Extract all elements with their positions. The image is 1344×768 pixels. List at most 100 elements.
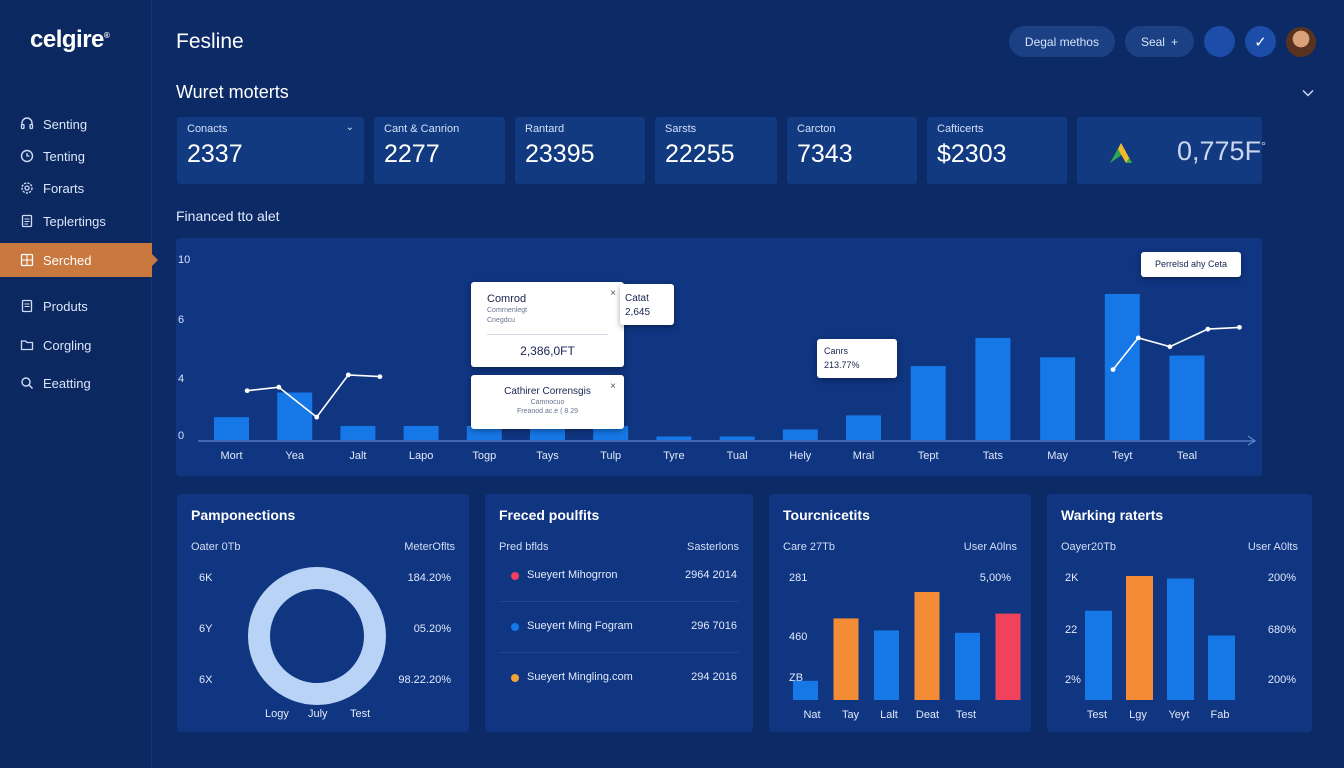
x-tick-label: Tual	[727, 450, 748, 462]
document-icon	[19, 298, 35, 314]
x-tick-label: Nat	[803, 709, 820, 721]
x-tick-label: Tulp	[600, 450, 621, 462]
row-right: 680%	[1267, 624, 1296, 636]
sidebar-item-label: Senting	[43, 116, 88, 132]
tooltip-catat[interactable]: Catat 2,645	[620, 284, 674, 325]
sidebar-item-tenting[interactable]: Tenting	[0, 143, 152, 169]
header-actions: Degal methos Seal + ✓	[1008, 26, 1316, 57]
kpi-card-carcton[interactable]: Carcton 7343	[787, 117, 917, 184]
x-tick-label: Tyre	[663, 450, 684, 462]
bar	[793, 680, 818, 700]
tooltip-canrs[interactable]: Canrs 213.77%	[817, 339, 897, 378]
sidebar-item-senting[interactable]: Senting	[0, 111, 152, 137]
tooltip-value: 2,386,0FT	[520, 344, 575, 358]
kpi-label: Conacts	[187, 123, 228, 135]
tooltip-subtitle: Freanod ac.e ( 8 29	[516, 408, 579, 415]
kpi-card-rantard[interactable]: Rantard 23395	[515, 117, 645, 184]
avatar[interactable]	[1286, 26, 1316, 57]
brand-logo-icon	[1110, 143, 1132, 163]
grid-icon	[19, 252, 35, 268]
kpi-big-number: 0,775F	[1177, 136, 1262, 166]
bar	[656, 436, 692, 440]
close-icon[interactable]: ×	[610, 288, 616, 299]
x-tick-label: Mort	[221, 450, 243, 462]
sidebar-item-produts[interactable]: Produts	[0, 293, 152, 319]
tooltip-subtitle: Cnegdcu	[487, 317, 516, 324]
sidebar-item-forarts[interactable]: Forarts	[0, 175, 152, 201]
row-right: 98.22.20%	[398, 674, 451, 686]
kpi-card-cant-canrion[interactable]: Cant & Canrion 2277	[374, 117, 505, 184]
check-button[interactable]: ✓	[1245, 26, 1276, 57]
row-left: 2K	[1065, 572, 1079, 584]
x-tick-label: Lalt	[880, 709, 898, 721]
sidebar: celgire® Senting Tenting Forarts Teplert…	[0, 0, 158, 768]
x-tick-label: July	[308, 708, 328, 720]
kpi-card-highlight[interactable]: 0,775F°	[1077, 117, 1266, 184]
line-point	[1167, 344, 1173, 350]
line-point	[314, 414, 320, 420]
x-tick-label: Lapo	[409, 450, 433, 462]
tooltip-perrelsd[interactable]: Perrelsd ahy Ceta	[1141, 252, 1241, 277]
kpi-card-sarsts[interactable]: Sarsts 22255	[655, 117, 777, 184]
button-label: Degal methos	[1024, 34, 1099, 49]
tooltip-subtitle: Camnocuo	[530, 399, 565, 406]
row-right: 5,00%	[979, 572, 1011, 584]
sidebar-item-eeatting[interactable]: Eeatting	[0, 370, 152, 396]
chevron-down-icon[interactable]: ⌄	[345, 122, 354, 133]
bar	[1208, 635, 1235, 700]
page-title: Fesline	[176, 30, 244, 53]
row-left: 460	[789, 631, 808, 643]
line-point	[1205, 326, 1211, 332]
row-left: 2%	[1065, 674, 1081, 686]
chevron-down-icon[interactable]	[1302, 84, 1314, 100]
seal-button[interactable]: Seal +	[1124, 26, 1194, 57]
card-header-right: Sasterlons	[687, 541, 739, 553]
tooltip-cathirer[interactable]: Cathirer Corrensgis × Camnocuo Freanod a…	[471, 375, 624, 429]
bar	[1085, 610, 1112, 700]
row-left: 6K	[199, 572, 213, 584]
x-tick-label: Jalt	[349, 450, 366, 462]
document-icon	[19, 213, 35, 229]
bar	[874, 630, 899, 700]
legend-dot	[511, 674, 519, 682]
x-axis-arrow	[1247, 435, 1257, 446]
close-icon[interactable]: ×	[610, 381, 616, 392]
x-tick-label: Teyt	[1112, 450, 1132, 462]
bar	[782, 429, 818, 440]
x-tick-label: Tats	[983, 450, 1004, 462]
sidebar-item-corgling[interactable]: Corgling	[0, 332, 152, 358]
warking-raterts-bar-chart[interactable]: Test Lgy Yeyt Fab	[1047, 494, 1312, 732]
list-item[interactable]: Sueyert Mihogrron 2964 2014	[499, 552, 739, 602]
kpi-card-cafticerts[interactable]: Cafticerts $2303	[927, 117, 1067, 184]
degal-methos-button[interactable]: Degal methos	[1008, 26, 1115, 57]
bar	[955, 632, 980, 700]
card-warking-raterts: Warking raterts Oayer20Tb User A0lts 2K …	[1047, 494, 1312, 732]
bar	[846, 415, 881, 440]
main-chart-title: Financed tto alet	[176, 208, 280, 224]
tooltip-title: Canrs	[824, 346, 849, 356]
list-item-name: Sueyert Mihogrron	[527, 569, 618, 581]
tourcnicetits-bar-chart[interactable]: Nat Tay Lalt Deat Test	[769, 494, 1031, 732]
sidebar-item-label: Forarts	[43, 180, 85, 196]
sidebar-item-teplertings[interactable]: Teplertings	[0, 208, 152, 234]
line-point	[276, 384, 282, 390]
row-left: 22	[1065, 624, 1078, 636]
kpi-card-conacts[interactable]: Conacts ⌄ 2337	[177, 117, 364, 184]
sidebar-item-label: Serched	[43, 252, 92, 268]
card-tourcnicetits: Tourcnicetits Care 27Tb User A0lns 281 5…	[769, 494, 1031, 732]
list-item[interactable]: Sueyert Mingling.com 294 2016	[499, 654, 739, 704]
tooltip-comrod[interactable]: Comrod × Comrnenlegt Cnegdcu 2,386,0FT	[471, 282, 624, 367]
legend-dot	[511, 572, 519, 580]
line-point	[1237, 324, 1242, 330]
folder-icon	[19, 337, 35, 353]
sidebar-item-serched[interactable]: Serched	[0, 243, 158, 277]
donut-chart[interactable]	[243, 556, 393, 706]
card-title: Pamponections	[191, 507, 296, 523]
bar	[995, 613, 1021, 700]
list-item[interactable]: Sueyert Ming Fogram 296 7016	[499, 603, 739, 653]
kpi-section-title: Wuret moterts	[176, 82, 289, 102]
app-logo[interactable]: celgire®	[30, 26, 110, 54]
circle-button[interactable]	[1204, 26, 1235, 57]
legend-dot	[511, 623, 519, 631]
bar	[340, 425, 376, 440]
